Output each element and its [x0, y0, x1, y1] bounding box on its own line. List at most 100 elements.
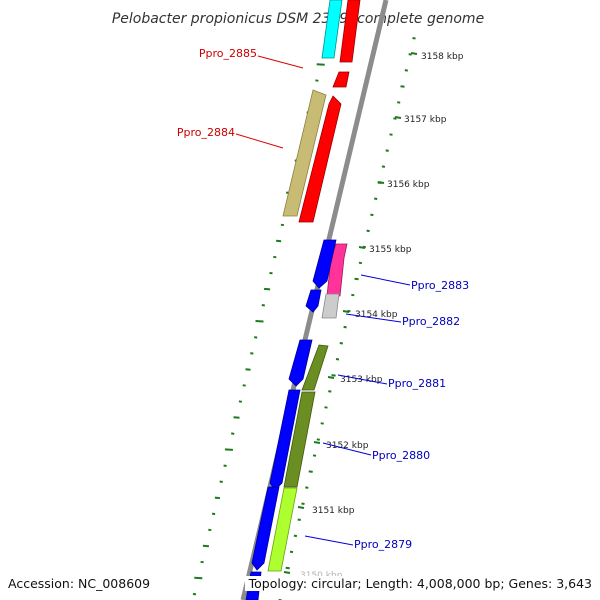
scale-tick [313, 441, 321, 444]
gene-red-long[interactable] [298, 95, 342, 223]
gene-tan[interactable] [282, 89, 327, 217]
gc-skew-track [192, 0, 416, 600]
gc-tick [312, 454, 317, 457]
gene-cyan[interactable] [321, 0, 343, 59]
gc-tick [408, 53, 412, 56]
gc-tick [343, 325, 347, 329]
gc-tick [293, 534, 298, 538]
label-leader [304, 535, 354, 546]
gc-tick [366, 229, 370, 233]
gene-grey[interactable] [321, 293, 340, 319]
gc-tick [331, 374, 336, 377]
gene-blue-3[interactable] [288, 339, 313, 387]
scale-label: 3156 kbp [387, 180, 430, 190]
gc-tick [404, 69, 408, 72]
gc-tick [320, 422, 324, 425]
gc-tick [214, 496, 220, 500]
gene-labels: Ppro_2885 Ppro_2884 Ppro_2883 Ppro_2882 … [177, 47, 469, 551]
gc-tick [233, 416, 240, 419]
gc-tick [289, 550, 294, 554]
gc-tick [335, 358, 340, 361]
gc-tick [400, 85, 405, 88]
gc-tick [374, 197, 378, 200]
scale-tick [327, 376, 335, 379]
gene-blue-5[interactable] [251, 486, 280, 571]
scale-tick [297, 506, 305, 509]
gc-tick [264, 287, 271, 291]
gc-tick [328, 390, 332, 393]
gene-label-ppro-2881[interactable]: Ppro_2881 [388, 377, 446, 390]
gc-tick [280, 223, 285, 227]
gene-blue-4[interactable] [269, 389, 301, 491]
gc-tick [273, 255, 277, 259]
gc-tick [254, 336, 258, 339]
scale-tick [410, 52, 418, 55]
gene-red-small[interactable] [332, 71, 350, 88]
gene-label-ppro-2885[interactable]: Ppro_2885 [199, 47, 257, 60]
gc-tick [255, 320, 264, 323]
gc-tick [358, 261, 363, 265]
gc-tick [305, 486, 309, 489]
gene-olive-1[interactable] [301, 344, 329, 391]
scale-label: 3153 kbp [340, 375, 383, 385]
gc-tick [316, 438, 320, 441]
gc-tick [231, 432, 235, 435]
accession-text: Accession: NC_008609 [8, 576, 155, 591]
gc-tick [351, 293, 355, 297]
gc-tick [238, 400, 243, 403]
gene-label-ppro-2884[interactable]: Ppro_2884 [177, 126, 235, 139]
gene-olive-2[interactable] [283, 391, 316, 488]
gc-tick [211, 512, 216, 516]
reverse-strand-genes [245, 0, 361, 600]
gc-tick [297, 518, 301, 521]
gc-tick [208, 528, 212, 532]
scale-tick [377, 181, 385, 184]
forward-strand-genes [267, 0, 348, 572]
gc-tick [389, 133, 393, 136]
gc-tick [370, 213, 374, 217]
gene-label-ppro-2882[interactable]: Ppro_2882 [402, 315, 460, 328]
map-title: Pelobacter propionicus DSM 2379, complet… [112, 11, 484, 27]
scale-label: 3157 kbp [404, 115, 447, 125]
gc-tick [412, 37, 416, 40]
gene-label-ppro-2879[interactable]: Ppro_2879 [354, 538, 412, 551]
label-leader [257, 55, 304, 69]
gene-blue-1[interactable] [312, 239, 337, 289]
scale-label: 3155 kbp [369, 245, 412, 255]
scale-label: 3152 kbp [326, 441, 369, 451]
gc-tick [308, 470, 313, 473]
gene-label-ppro-2883[interactable]: Ppro_2883 [411, 279, 469, 292]
scale-tick [394, 116, 402, 119]
gc-tick [276, 239, 282, 243]
gene-label-ppro-2880[interactable]: Ppro_2880 [372, 449, 430, 462]
gc-tick [285, 566, 290, 570]
gc-tick [269, 271, 273, 275]
gc-tick [242, 384, 246, 387]
topology-text: Topology: circular; Length: 4,008,000 bp… [244, 576, 592, 591]
gc-tick [381, 165, 386, 168]
gc-tick [354, 277, 359, 281]
gc-tick [324, 406, 328, 409]
scale-label: 3151 kbp [312, 506, 355, 516]
scale-tick [342, 310, 350, 313]
gc-tick [223, 464, 227, 467]
label-leader [322, 442, 372, 456]
label-leader [360, 274, 411, 286]
gene-blue-2[interactable] [305, 289, 322, 313]
scale-tick [283, 571, 291, 574]
gene-yellowgreen[interactable] [267, 487, 298, 572]
label-leader [235, 133, 284, 149]
gc-tick [200, 560, 204, 564]
gc-tick [224, 448, 233, 451]
gc-tick [194, 576, 203, 580]
gc-tick [385, 149, 389, 152]
gc-tick [192, 592, 197, 596]
gc-tick [261, 304, 265, 307]
gene-red-top[interactable] [339, 0, 361, 63]
scale-label: 3154 kbp [355, 310, 398, 320]
scale-tick [358, 246, 366, 249]
gc-tick [315, 79, 319, 82]
gc-tick [339, 342, 343, 345]
gc-tick [301, 502, 305, 505]
